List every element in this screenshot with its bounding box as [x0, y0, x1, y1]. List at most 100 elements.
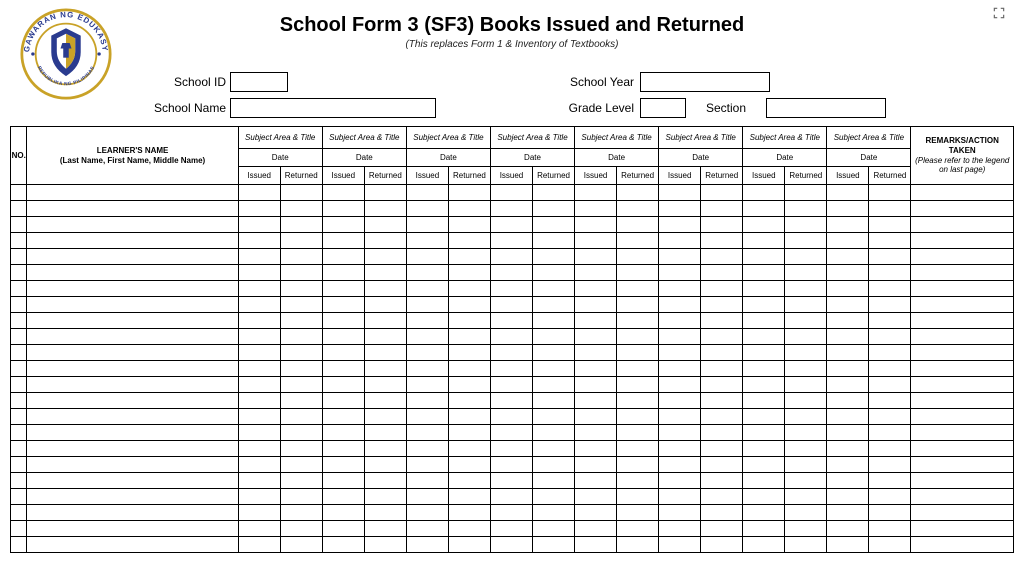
cell[interactable] — [869, 489, 911, 505]
cell[interactable] — [785, 233, 827, 249]
cell[interactable] — [701, 425, 743, 441]
cell[interactable] — [575, 361, 617, 377]
cell[interactable] — [701, 249, 743, 265]
cell[interactable] — [869, 281, 911, 297]
cell[interactable] — [785, 457, 827, 473]
cell[interactable] — [280, 233, 322, 249]
cell[interactable] — [533, 489, 575, 505]
cell[interactable] — [238, 249, 280, 265]
cell[interactable] — [827, 361, 869, 377]
cell[interactable] — [701, 297, 743, 313]
cell[interactable] — [701, 441, 743, 457]
cell[interactable] — [238, 345, 280, 361]
cell[interactable] — [533, 201, 575, 217]
cell[interactable] — [11, 457, 27, 473]
cell[interactable] — [448, 265, 490, 281]
cell[interactable] — [575, 297, 617, 313]
cell[interactable] — [280, 345, 322, 361]
cell[interactable] — [743, 489, 785, 505]
cell[interactable] — [406, 489, 448, 505]
cell[interactable] — [911, 201, 1014, 217]
cell[interactable] — [11, 441, 27, 457]
cell[interactable] — [617, 457, 659, 473]
cell[interactable] — [869, 505, 911, 521]
cell[interactable] — [490, 425, 532, 441]
cell[interactable] — [364, 457, 406, 473]
cell[interactable] — [448, 201, 490, 217]
cell[interactable] — [785, 393, 827, 409]
cell[interactable] — [533, 393, 575, 409]
cell[interactable] — [575, 265, 617, 281]
cell[interactable] — [27, 329, 238, 345]
cell[interactable] — [364, 393, 406, 409]
cell[interactable] — [575, 329, 617, 345]
cell[interactable] — [743, 345, 785, 361]
cell[interactable] — [743, 265, 785, 281]
cell[interactable] — [490, 329, 532, 345]
cell[interactable] — [785, 473, 827, 489]
cell[interactable] — [869, 329, 911, 345]
cell[interactable] — [27, 425, 238, 441]
cell[interactable] — [869, 233, 911, 249]
cell[interactable] — [280, 505, 322, 521]
cell[interactable] — [11, 265, 27, 281]
expand-icon[interactable] — [992, 6, 1006, 20]
cell[interactable] — [27, 345, 238, 361]
cell[interactable] — [785, 217, 827, 233]
cell[interactable] — [406, 393, 448, 409]
cell[interactable] — [280, 393, 322, 409]
cell[interactable] — [743, 249, 785, 265]
cell[interactable] — [280, 473, 322, 489]
cell[interactable] — [617, 281, 659, 297]
cell[interactable] — [406, 377, 448, 393]
cell[interactable] — [743, 425, 785, 441]
cell[interactable] — [27, 489, 238, 505]
cell[interactable] — [911, 425, 1014, 441]
cell[interactable] — [659, 441, 701, 457]
cell[interactable] — [911, 409, 1014, 425]
cell[interactable] — [869, 441, 911, 457]
cell[interactable] — [27, 505, 238, 521]
cell[interactable] — [490, 393, 532, 409]
cell[interactable] — [364, 409, 406, 425]
cell[interactable] — [490, 489, 532, 505]
cell[interactable] — [322, 313, 364, 329]
cell[interactable] — [533, 361, 575, 377]
cell[interactable] — [322, 425, 364, 441]
cell[interactable] — [238, 457, 280, 473]
cell[interactable] — [659, 345, 701, 361]
cell[interactable] — [575, 409, 617, 425]
cell[interactable] — [533, 473, 575, 489]
cell[interactable] — [869, 265, 911, 281]
cell[interactable] — [406, 329, 448, 345]
cell[interactable] — [911, 393, 1014, 409]
cell[interactable] — [659, 201, 701, 217]
cell[interactable] — [659, 393, 701, 409]
input-grade-level[interactable] — [640, 98, 686, 118]
cell[interactable] — [659, 249, 701, 265]
cell[interactable] — [322, 297, 364, 313]
cell[interactable] — [911, 265, 1014, 281]
cell[interactable] — [490, 377, 532, 393]
cell[interactable] — [448, 521, 490, 537]
cell[interactable] — [617, 249, 659, 265]
input-school-name[interactable] — [230, 98, 436, 118]
cell[interactable] — [406, 313, 448, 329]
cell[interactable] — [827, 505, 869, 521]
cell[interactable] — [490, 265, 532, 281]
cell[interactable] — [448, 249, 490, 265]
cell[interactable] — [575, 537, 617, 553]
cell[interactable] — [785, 185, 827, 201]
cell[interactable] — [533, 297, 575, 313]
cell[interactable] — [659, 537, 701, 553]
cell[interactable] — [490, 457, 532, 473]
cell[interactable] — [533, 409, 575, 425]
cell[interactable] — [785, 249, 827, 265]
cell[interactable] — [617, 425, 659, 441]
cell[interactable] — [322, 233, 364, 249]
cell[interactable] — [364, 505, 406, 521]
cell[interactable] — [617, 313, 659, 329]
cell[interactable] — [911, 361, 1014, 377]
cell[interactable] — [617, 361, 659, 377]
cell[interactable] — [448, 345, 490, 361]
